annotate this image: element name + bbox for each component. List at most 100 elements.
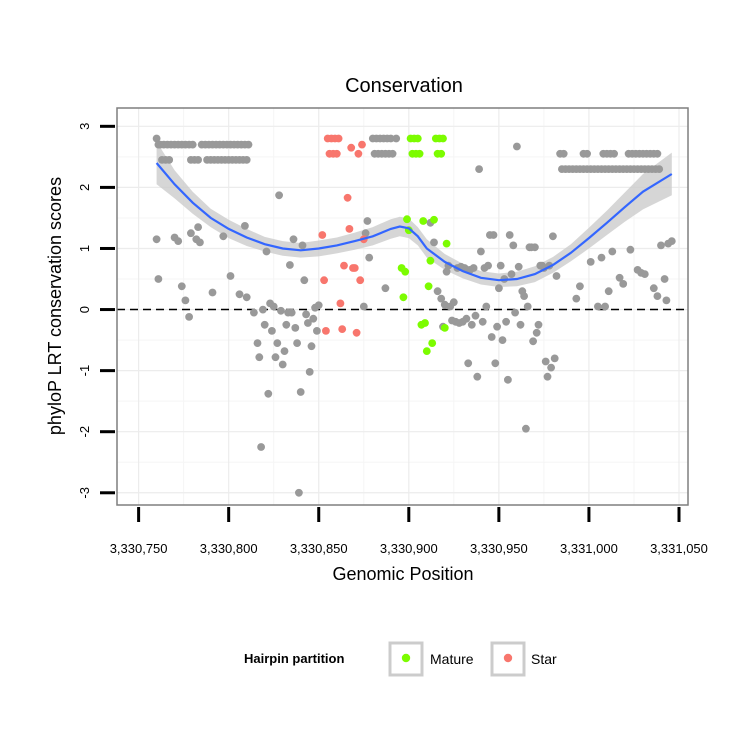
point-other [313, 327, 321, 335]
point-other [289, 235, 298, 244]
point-other [282, 320, 291, 329]
point-other [495, 284, 503, 293]
point-other [264, 389, 273, 398]
point-mature [421, 319, 429, 327]
point-other [484, 261, 492, 270]
point-mature [415, 149, 424, 158]
point-other [242, 293, 251, 302]
point-other [502, 317, 510, 326]
point-other [511, 308, 519, 317]
point-other [507, 270, 516, 278]
point-mature [426, 256, 435, 265]
point-other [487, 333, 496, 341]
point-other [522, 424, 530, 433]
legend-title: Hairpin partition [244, 651, 344, 666]
point-mature [424, 282, 433, 291]
point-other [188, 140, 197, 149]
point-star [347, 143, 356, 152]
legend-label-mature: Mature [430, 651, 474, 667]
point-other [287, 308, 296, 317]
point-other [255, 353, 264, 362]
point-star [320, 276, 328, 285]
point-other [295, 488, 303, 497]
point-other [177, 282, 186, 291]
point-other [302, 310, 310, 319]
series-other [152, 134, 676, 497]
point-other [305, 368, 314, 376]
x-tick-label: 3,331,000 [560, 541, 618, 556]
point-other [467, 320, 476, 329]
y-tick-label: 1 [77, 245, 92, 252]
point-mature [437, 149, 446, 158]
y-tick-label: 3 [77, 123, 92, 130]
x-tick-label: 3,331,050 [650, 541, 708, 556]
point-other [275, 191, 283, 200]
y-tick-label: -3 [77, 487, 92, 499]
point-other [520, 292, 528, 300]
point-other [601, 302, 609, 311]
point-other [152, 134, 161, 143]
point-other [543, 372, 552, 381]
legend: Hairpin partition Mature Star [244, 641, 557, 677]
point-other [152, 235, 161, 244]
y-axis-title: phyloP LRT conservation scores [45, 177, 65, 435]
point-other [277, 306, 285, 315]
point-other [462, 314, 471, 323]
point-star [350, 264, 359, 272]
point-other [280, 347, 289, 355]
point-other [433, 287, 442, 296]
point-other [286, 261, 294, 269]
point-other [594, 302, 602, 311]
point-other [388, 149, 397, 158]
point-other [361, 229, 370, 238]
point-star [356, 276, 365, 285]
point-other [269, 302, 278, 311]
point-other [509, 241, 518, 250]
point-star [343, 193, 352, 202]
point-other [464, 359, 473, 368]
legend-dot-mature [401, 653, 411, 663]
point-other [154, 275, 163, 283]
legend-label-star: Star [531, 651, 557, 667]
point-other [478, 317, 487, 326]
point-other [469, 264, 478, 272]
chart-title: Conservation [345, 75, 463, 97]
point-other [559, 149, 568, 158]
point-other [226, 272, 235, 280]
point-other [278, 360, 287, 369]
point-other [491, 359, 500, 368]
point-other [307, 342, 316, 351]
point-other [273, 339, 282, 347]
point-other [516, 320, 525, 329]
point-other [219, 232, 228, 241]
point-other [304, 319, 312, 327]
x-tick-label: 3,330,800 [200, 541, 258, 556]
legend-key-star [490, 641, 526, 677]
point-other [534, 320, 543, 329]
point-other [489, 231, 498, 239]
point-other [194, 223, 203, 232]
point-other [181, 296, 190, 305]
x-tick-label: 3,330,850 [290, 541, 348, 556]
point-star [338, 325, 347, 333]
point-other [257, 443, 265, 451]
point-other [473, 372, 482, 381]
y-axis: -3 -2 -1 0 1 2 3 [77, 123, 115, 499]
point-other [174, 237, 183, 246]
point-mature [401, 267, 410, 276]
plot-border [116, 107, 689, 506]
point-other [381, 284, 390, 293]
point-other [576, 282, 584, 291]
point-other [653, 149, 662, 158]
point-other [608, 247, 617, 256]
point-star [358, 140, 366, 149]
x-tick-label: 3,330,950 [470, 541, 528, 556]
point-other [496, 261, 505, 270]
point-other [615, 273, 624, 282]
point-star [334, 134, 343, 143]
point-other [386, 134, 395, 143]
point-other [242, 156, 251, 164]
y-tick-label: 2 [77, 184, 92, 191]
point-other [244, 140, 253, 149]
